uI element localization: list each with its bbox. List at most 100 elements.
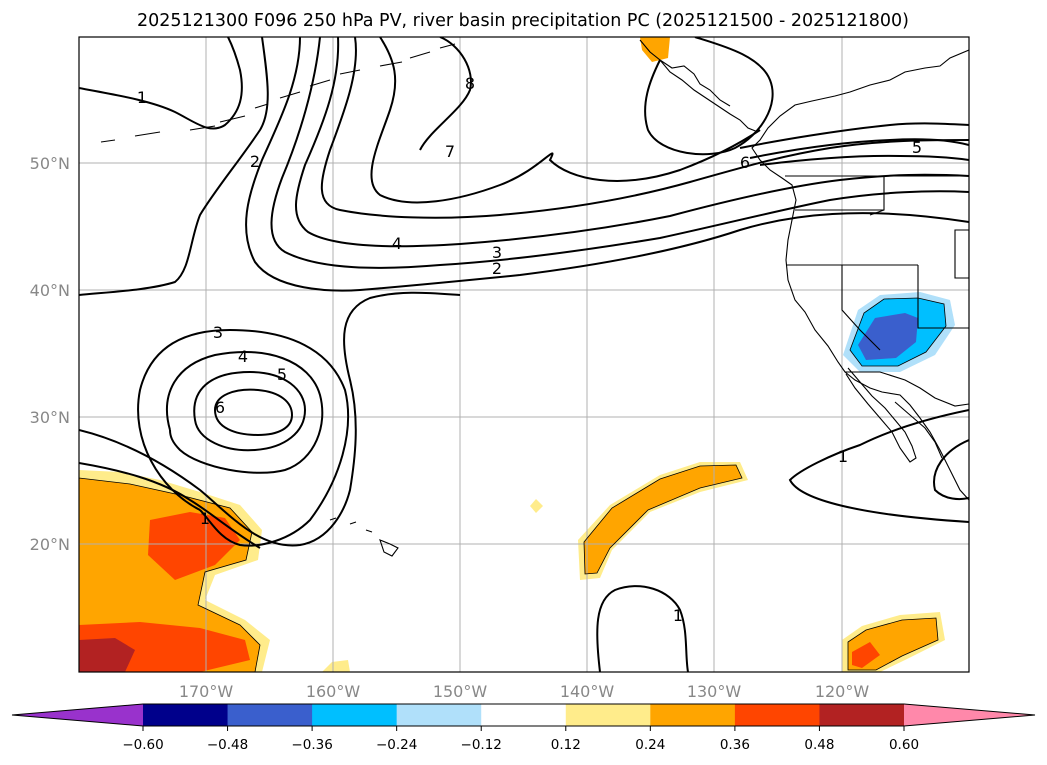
precip-outline: [847, 617, 939, 671]
colorbar-box: [143, 704, 229, 726]
pv-contour-us-2: [749, 138, 969, 159]
alaska-panhandle: [659, 59, 731, 107]
figure-title: 2025121300 F096 250 hPa PV, river basin …: [137, 11, 909, 31]
pv-contour-2: [79, 37, 269, 296]
pv-contour-7: [370, 37, 761, 204]
precip-region-us-blue: [858, 313, 918, 360]
precip-region-small-dot: [530, 499, 543, 513]
lat-label: 40°N: [30, 281, 70, 300]
contour-label: 7: [445, 142, 455, 161]
lon-label: 150°W: [433, 682, 488, 701]
baja-california: [845, 367, 917, 463]
contour-labels: 1 2 7 8 4 3 2 5 6 3 4 5 6 1 1 1: [137, 74, 922, 625]
map-panel: 1 2 7 8 4 3 2 5 6 3 4 5 6 1 1 1 50°N 40: [30, 36, 970, 701]
colorbar-box: [734, 704, 820, 726]
contour-label: 8: [465, 74, 475, 93]
gulf-california: [894, 401, 943, 459]
contour-label: 6: [740, 153, 750, 172]
colorbar-extend-min: [12, 704, 143, 726]
pv-contour-low-4: [166, 351, 324, 474]
state-border: [841, 265, 881, 351]
contour-label: 1: [673, 606, 683, 625]
contour-label: 1: [200, 509, 210, 528]
pv-contour-low-5: [193, 370, 307, 452]
pv-contour-low-6: [214, 388, 294, 437]
colorbar-box: [481, 704, 567, 726]
pv-contour-5: [320, 37, 969, 219]
latitude-labels: 50°N 40°N 30°N 20°N: [30, 154, 70, 554]
colorbar: −0.60 −0.48 −0.36 −0.24 −0.12 0.12 0.24 0.36 0.4…: [11, 703, 1036, 753]
pv-contour-8: [419, 37, 472, 151]
precip-region-west-darkred: [79, 638, 135, 672]
precip-outline: [583, 464, 743, 575]
lon-label: 130°W: [687, 682, 742, 701]
pv-contour-4: [295, 37, 969, 248]
pv-contour-alaska-1: [644, 37, 774, 156]
contour-label: 6: [215, 398, 225, 417]
precip-region-alaska: [640, 37, 670, 62]
colorbar-tick-label: −0.24: [376, 737, 417, 753]
precip-outlines: [79, 297, 947, 672]
pv-contour-1-north: [79, 37, 243, 130]
map-frame: [78, 36, 970, 673]
lon-label: 160°W: [306, 682, 361, 701]
colorbar-tick-label: −0.48: [207, 737, 248, 753]
contour-label: 1: [137, 88, 147, 107]
contour-label: 1: [838, 447, 848, 466]
state-border: [917, 265, 969, 329]
colorbar-tick-label: −0.36: [291, 737, 332, 753]
colorbar-tick-label: 0.36: [720, 737, 750, 753]
contour-label: 5: [277, 365, 287, 384]
pv-contour-1-south: [596, 585, 689, 672]
pv-contour-low-2: [79, 291, 461, 547]
colorbar-box: [650, 704, 736, 726]
lat-label: 50°N: [30, 154, 70, 173]
colorbar-box: [819, 704, 905, 726]
precip-outline: [849, 297, 947, 367]
lat-label: 30°N: [30, 408, 70, 427]
colorbar-box: [312, 704, 398, 726]
map-content: 1 2 7 8 4 3 2 5 6 3 4 5 6 1 1 1: [79, 37, 969, 672]
lon-label: 120°W: [815, 682, 870, 701]
pv-contour-3: [270, 37, 969, 269]
pv-contour-us-3: [759, 154, 969, 166]
precip-outline: [79, 477, 261, 672]
colorbar-tick-label: −0.12: [461, 737, 502, 753]
colorbar-box: [227, 704, 313, 726]
pv-contour-1-west: [79, 462, 261, 549]
alaska-coast: [639, 39, 759, 133]
lon-label: 140°W: [560, 682, 615, 701]
contour-label: 4: [238, 347, 248, 366]
aleutian-islands: [100, 43, 456, 143]
pv-contour-2b: [245, 37, 969, 292]
hawaii-islands: [329, 517, 399, 557]
colorbar-tick-label: −0.60: [122, 737, 163, 753]
colorbar-extend-max: [904, 704, 1035, 726]
coastlines: [100, 39, 969, 557]
pv-contour-1-east-b: [933, 439, 969, 500]
lat-label: 20°N: [30, 535, 70, 554]
contour-label: 3: [492, 243, 502, 262]
contour-label: 3: [213, 323, 223, 342]
north-america-coast: [751, 49, 969, 501]
precip-region-mid-orange: [584, 465, 742, 574]
contour-label: 2: [250, 152, 260, 171]
pv-contour-1-east: [788, 409, 969, 523]
colorbar-tick-label: 0.60: [889, 737, 919, 753]
precip-region-mexico-red: [852, 642, 880, 668]
pv-contour-us-1: [739, 122, 969, 149]
colorbar-tick-label: 0.48: [804, 737, 834, 753]
lon-label: 170°W: [179, 682, 234, 701]
state-border: [954, 229, 969, 279]
longitude-labels: 170°W 160°W 150°W 140°W 130°W 120°W: [179, 682, 870, 701]
colorbar-tick-label: 0.24: [635, 737, 665, 753]
colorbar-box: [396, 704, 482, 726]
contour-label: 4: [392, 234, 402, 253]
us-mexico-border: [845, 371, 969, 407]
precip-region-bottom-dot: [322, 660, 350, 672]
colorbar-box: [565, 704, 651, 726]
colorbar-tick-label: 0.12: [551, 737, 581, 753]
pv-contours: [79, 37, 969, 672]
contour-label: 5: [912, 138, 922, 157]
